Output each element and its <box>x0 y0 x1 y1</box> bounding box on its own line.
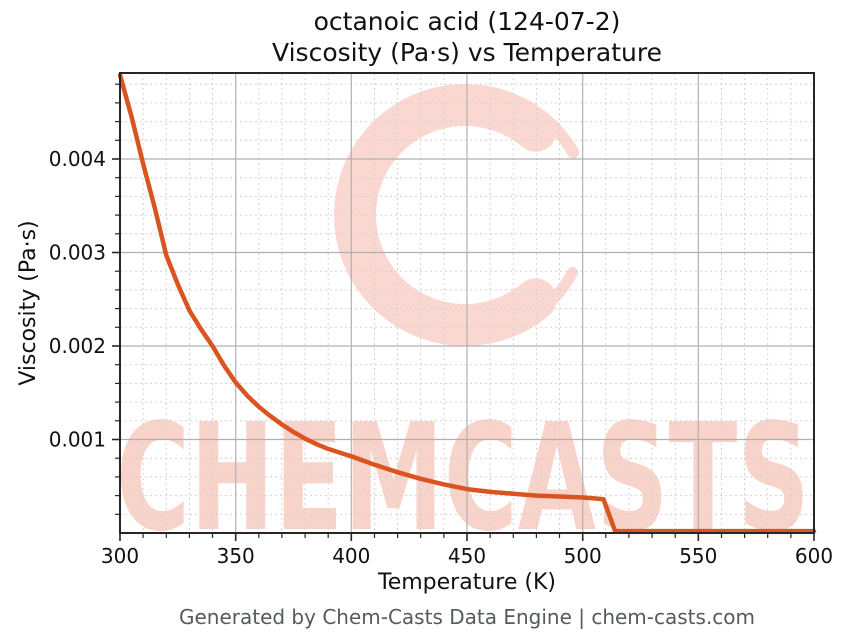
x-tick-label: 350 <box>217 544 255 568</box>
y-tick-label: 0.002 <box>49 334 106 358</box>
c-logo-top-swirl <box>480 85 580 159</box>
chart-title-line1: octanoic acid (124-07-2) <box>313 7 621 36</box>
y-tick-label: 0.003 <box>49 241 106 265</box>
x-tick-label: 300 <box>101 544 139 568</box>
chart-title-line2: Viscosity (Pa·s) vs Temperature <box>272 38 662 67</box>
x-tick-label: 400 <box>332 544 370 568</box>
x-axis-label: Temperature (K) <box>378 570 556 595</box>
viscosity-curve <box>117 72 817 534</box>
c-logo-bottom-swirl <box>529 266 579 321</box>
x-tick-label: 500 <box>564 544 602 568</box>
axes-spines <box>119 72 815 534</box>
y-tick-label: 0.004 <box>49 147 106 171</box>
x-tick-label: 450 <box>448 544 486 568</box>
y-axis-label: Viscosity (Pa·s) <box>16 220 41 386</box>
y-tick-label: 0.001 <box>49 428 106 452</box>
watermark-text: CHEMCASTS <box>116 392 810 564</box>
footer-credit: Generated by Chem-Casts Data Engine | ch… <box>178 605 756 629</box>
x-tick-label: 600 <box>795 544 833 568</box>
x-tick-label: 550 <box>679 544 717 568</box>
chart-title: octanoic acid (124-07-2) Viscosity (Pa·s… <box>120 6 814 68</box>
